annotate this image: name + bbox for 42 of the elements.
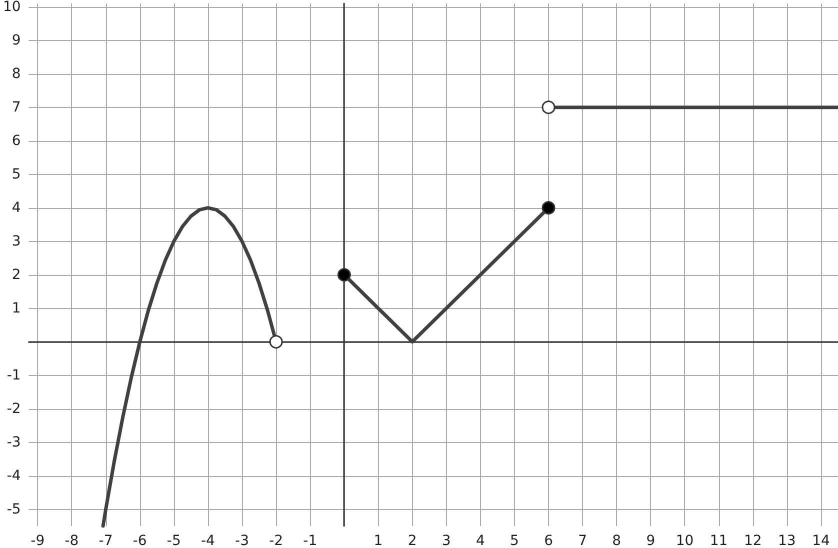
y-tick-label: 5 — [12, 166, 21, 182]
x-tick-label: -9 — [30, 533, 45, 548]
y-tick-label: 4 — [12, 200, 21, 216]
x-tick-label: -8 — [64, 533, 79, 548]
x-tick-label: 8 — [612, 533, 622, 548]
y-tick-label: 2 — [12, 266, 21, 283]
y-tick-label: 6 — [12, 132, 21, 149]
x-tick-label: -3 — [235, 533, 249, 548]
y-tick-label: -2 — [6, 400, 21, 417]
point — [542, 100, 556, 114]
y-tick-label: 3 — [12, 233, 21, 250]
y-tick-label: 1 — [12, 300, 21, 316]
x-tick-label: 9 — [646, 533, 656, 548]
x-tick-label: 2 — [408, 533, 417, 548]
y-tick-label: -3 — [6, 434, 21, 450]
x-tick-label: -6 — [132, 533, 147, 548]
x-tick-label: -1 — [303, 533, 318, 548]
x-tick-label: -5 — [166, 533, 181, 548]
x-tick-label: 10 — [676, 533, 694, 548]
x-tick-label: 14 — [812, 533, 830, 548]
y-tick-label: -1 — [6, 367, 21, 384]
x-tick-label: -2 — [269, 533, 284, 548]
point — [542, 201, 556, 215]
x-tick-label: 6 — [544, 533, 554, 548]
y-tick-label: -4 — [6, 468, 21, 484]
point — [269, 335, 283, 349]
x-tick-label: 11 — [710, 533, 728, 548]
x-tick-label: 4 — [476, 533, 485, 548]
y-tick-label: -5 — [6, 501, 21, 518]
y-tick-label: 8 — [12, 66, 21, 82]
point — [337, 268, 351, 282]
x-tick-label: 7 — [578, 533, 588, 548]
y-tick-label: 9 — [12, 32, 21, 48]
x-tick-label: 5 — [510, 533, 519, 548]
y-tick-label: 10 — [2, 0, 21, 15]
x-tick-label: 1 — [374, 533, 383, 548]
x-tick-label: -7 — [98, 533, 113, 548]
x-tick-label: 13 — [778, 533, 796, 548]
x-tick-label: -4 — [200, 533, 216, 548]
x-tick-label: 12 — [744, 533, 762, 548]
y-tick-label: 7 — [12, 99, 21, 116]
x-tick-label: 3 — [442, 533, 451, 548]
